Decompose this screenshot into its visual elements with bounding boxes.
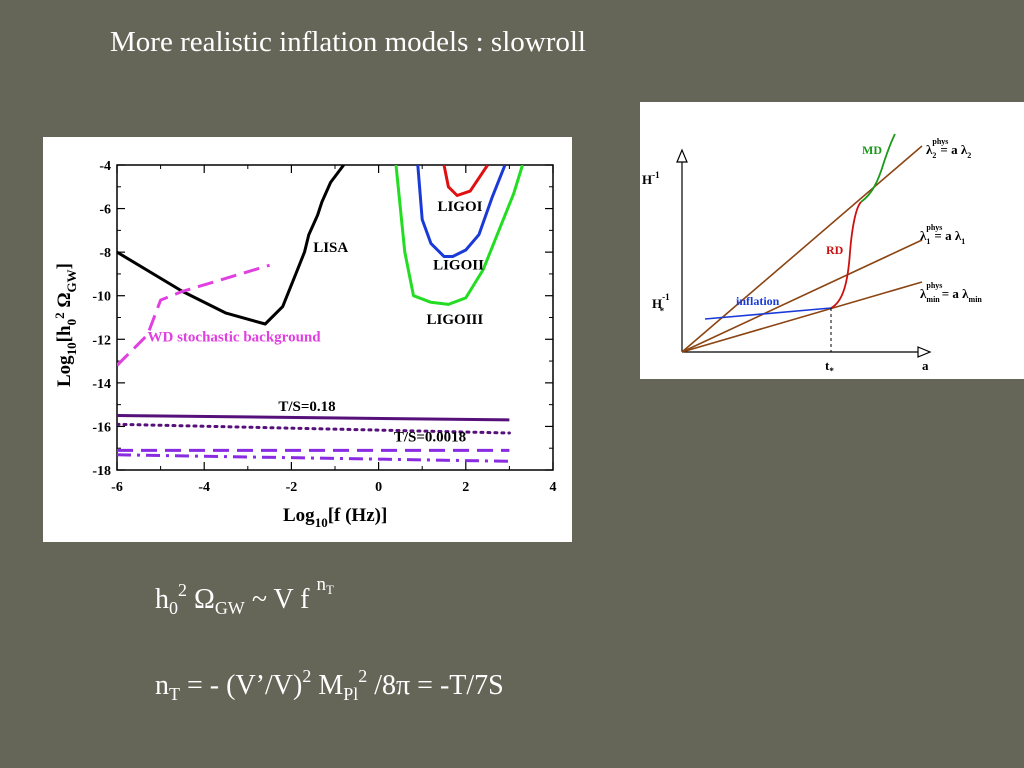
x-tick-label: -6 bbox=[111, 480, 123, 495]
y-axis-label: H-1 bbox=[642, 170, 660, 187]
y-tick-label: -14 bbox=[92, 377, 111, 392]
series-group bbox=[117, 165, 524, 463]
annotation-lisa: LISA bbox=[313, 240, 348, 256]
annotation-group: LISA LIGOI LIGOII LIGOIII WD stochastic back… bbox=[148, 199, 485, 446]
annotation-t-s-0-18: T/S=0.18 bbox=[278, 399, 335, 415]
rd-curve bbox=[830, 201, 862, 309]
annotation-wd-stochastic-background: WD stochastic background bbox=[148, 329, 322, 345]
x-tick-label: 4 bbox=[550, 480, 557, 495]
lambda1-label: λphys 1 = a λ1 bbox=[920, 223, 965, 246]
series-line-wd-stochastic-background bbox=[117, 263, 271, 367]
lambda2-label: λphys 2 = a λ2 bbox=[926, 137, 971, 160]
y-axis-label: Log10[h02 ΩGW] bbox=[52, 263, 79, 387]
y-tick-label: -4 bbox=[99, 159, 111, 174]
gw-spectrum-chart: -6 -4 -2 0 2 4 -4 -6 -8 -10 -12 -14 -16 -18 LISA LIGOI… bbox=[52, 159, 557, 530]
annotation-ligoiii: LIGOIII bbox=[427, 312, 484, 328]
y-tick-label: -6 bbox=[99, 203, 111, 218]
x-axis-label: a bbox=[922, 358, 929, 373]
series-line-t-s-0-18 bbox=[117, 414, 510, 422]
lambdamin-line bbox=[681, 281, 923, 353]
x-axis-label: Log10[f (Hz)] bbox=[283, 505, 387, 530]
inflation-curve bbox=[704, 307, 832, 320]
x-tick-label: 2 bbox=[462, 480, 469, 495]
lambda1-line bbox=[681, 239, 923, 353]
y-tick-label: -8 bbox=[99, 246, 111, 261]
x-tick-label: -2 bbox=[286, 480, 298, 495]
annotation-ligoi: LIGOI bbox=[437, 199, 482, 215]
series-line-t-s-0-18-dotted- bbox=[117, 422, 511, 435]
y-tick-label: -12 bbox=[92, 333, 111, 348]
series-line-t-s-0-0018-dash-dot- bbox=[117, 453, 510, 463]
annotation-t-s-0-0018: T/S=0.0018 bbox=[394, 430, 466, 446]
y-axis-arrow bbox=[676, 148, 688, 163]
horizon-diagram: H-1 a H-1 * t* MD RD inflation λphys 2 = a … bbox=[642, 133, 982, 376]
series-line-ligoi bbox=[442, 165, 489, 197]
tstar-label: t* bbox=[825, 358, 834, 376]
x-axis-arrow bbox=[917, 346, 932, 358]
gw-spectrum-chart-panel: -6 -4 -2 0 2 4 -4 -6 -8 -10 -12 -14 -16 -18 LISA LIGOI… bbox=[43, 137, 572, 542]
series-line-lisa bbox=[117, 165, 345, 326]
lambda2-line bbox=[681, 145, 923, 353]
rd-label: RD bbox=[826, 243, 844, 257]
inflation-label: inflation bbox=[736, 294, 780, 308]
md-curve bbox=[860, 133, 896, 203]
axis-ticks: -6 -4 -2 0 2 4 -4 -6 -8 -10 -12 -14 -16 -18 bbox=[92, 159, 556, 495]
y-tick-label: -10 bbox=[92, 290, 111, 305]
equation-spectral-index: nT = - (V’/V)2 MPl2 /8π = -T/7S bbox=[155, 666, 504, 704]
horizon-diagram-panel: H-1 a H-1 * t* MD RD inflation λphys 2 = a … bbox=[640, 102, 1024, 379]
x-tick-label: 0 bbox=[375, 480, 382, 495]
slide-title: More realistic inflation models : slowro… bbox=[110, 26, 586, 58]
hstar-label: H-1 * bbox=[652, 292, 670, 316]
annotation-ligoii: LIGOII bbox=[433, 258, 484, 274]
y-tick-label: -16 bbox=[92, 420, 111, 435]
equation-omega-gw: h02 ΩGW ~ V f nT bbox=[155, 574, 334, 618]
x-tick-label: -4 bbox=[198, 480, 210, 495]
series-line-ligoii bbox=[416, 165, 507, 258]
md-label: MD bbox=[862, 143, 882, 157]
series-line-ligoiii bbox=[394, 165, 524, 306]
y-tick-label: -18 bbox=[92, 464, 111, 479]
lambdamin-label: λphys min = a λmin bbox=[920, 281, 982, 304]
